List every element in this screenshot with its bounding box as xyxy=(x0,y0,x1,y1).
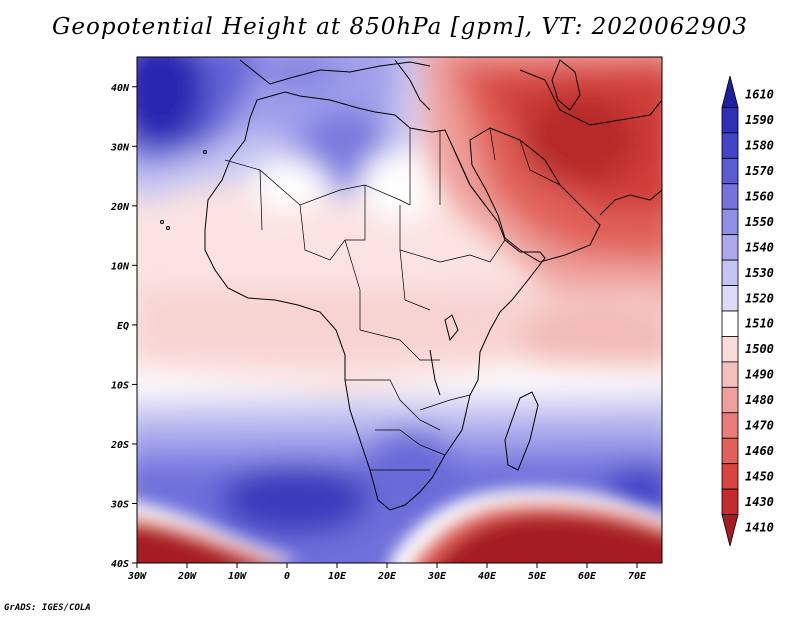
colorbar-arrow-bottom xyxy=(721,514,739,547)
lon-tick-label: 30E xyxy=(427,571,447,582)
lat-tick-label: 30N xyxy=(110,142,130,153)
colorbar-swatch xyxy=(721,412,739,439)
colorbar-arrow-top xyxy=(721,75,739,108)
lon-tick-label: 30W xyxy=(127,571,147,582)
colorbar-label: 1430 xyxy=(745,495,774,509)
map-title: Geopotential Height at 850hPa [gpm], VT:… xyxy=(52,14,748,40)
colorbar-label: 1570 xyxy=(745,164,774,178)
colorbar-label: 1510 xyxy=(745,317,774,331)
colorbar-label: 1500 xyxy=(745,342,774,356)
grads-credit: GrADS: IGES/COLA xyxy=(4,603,91,613)
lon-tick-label: 40E xyxy=(478,571,497,582)
colorbar-label: 1480 xyxy=(745,393,774,407)
colorbar-swatch xyxy=(721,132,739,159)
lon-tick-label: 70E xyxy=(628,571,647,582)
lat-tick-label: 30S xyxy=(110,499,129,510)
lat-tick-label: 20N xyxy=(110,202,130,213)
colorbar-label: 1580 xyxy=(745,139,774,153)
colorbar: 1610 1590 1580 1570 1560 1550 1540 1530 1520 1510… xyxy=(721,75,774,547)
colorbar-swatch xyxy=(721,361,739,388)
lon-tick-label: 0 xyxy=(284,571,290,582)
lon-tick-label: 20W xyxy=(177,571,197,582)
lat-tick-label: EQ xyxy=(117,321,129,332)
colorbar-label: 1410 xyxy=(745,520,774,534)
colorbar-label: 1610 xyxy=(745,88,774,102)
colorbar-swatch xyxy=(721,259,739,286)
height-field xyxy=(137,57,662,563)
colorbar-label: 1470 xyxy=(745,419,774,433)
coastlines xyxy=(160,59,662,511)
colorbar-label: 1460 xyxy=(745,444,774,458)
colorbar-label: 1520 xyxy=(745,291,774,305)
colorbar-swatch xyxy=(721,437,739,465)
colorbar-swatch xyxy=(721,107,739,134)
colorbar-label: 1550 xyxy=(745,215,774,229)
colorbar-swatch xyxy=(721,183,739,210)
longitude-axis: 30W 20W 10W 0 10E 20E 30E 40E 50E 60E 70E xyxy=(127,563,647,582)
colorbar-label: 1530 xyxy=(745,266,774,280)
colorbar-label: 1590 xyxy=(745,113,774,127)
colorbar-swatch xyxy=(721,234,739,261)
colorbar-swatch xyxy=(721,463,739,490)
colorbar-swatch xyxy=(721,285,739,312)
lat-tick-label: 10S xyxy=(111,380,129,391)
lat-tick-label: 40S xyxy=(111,559,129,570)
lon-tick-label: 10E xyxy=(328,571,347,582)
lon-tick-label: 60E xyxy=(578,571,597,582)
map-frame xyxy=(136,56,663,564)
colorbar-label: 1490 xyxy=(745,368,774,382)
lat-tick-label: 40N xyxy=(111,83,130,94)
lat-tick-label: 20S xyxy=(110,440,129,451)
latitude-axis: 40S 30S 20S 10S EQ 10N 20N 30N 40N xyxy=(110,83,137,570)
colorbar-swatch xyxy=(721,310,739,337)
colorbar-label: 1540 xyxy=(745,240,774,254)
lon-tick-label: 20E xyxy=(377,571,397,582)
colorbar-label: 1560 xyxy=(745,190,774,204)
colorbar-swatch xyxy=(721,208,739,236)
lon-tick-label: 10W xyxy=(228,571,247,582)
colorbar-swatch xyxy=(721,157,739,185)
lon-tick-label: 50E xyxy=(528,571,547,582)
lat-tick-label: 10N xyxy=(111,261,130,272)
colorbar-swatch xyxy=(721,336,739,363)
colorbar-label: 1450 xyxy=(745,469,774,483)
colorbar-swatch xyxy=(721,488,739,515)
country-borders xyxy=(224,127,561,471)
colorbar-swatch xyxy=(721,386,739,414)
